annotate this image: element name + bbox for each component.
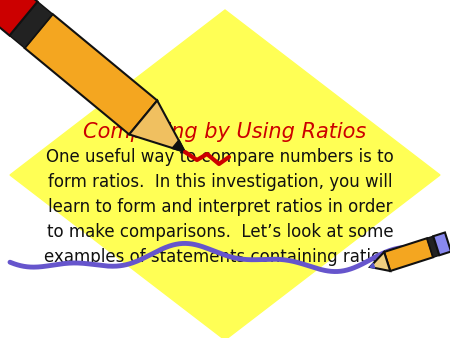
Text: Comparing by Using Ratios: Comparing by Using Ratios	[83, 122, 367, 142]
Polygon shape	[25, 14, 157, 135]
Polygon shape	[129, 100, 185, 152]
Polygon shape	[384, 238, 433, 271]
Polygon shape	[10, 10, 440, 338]
Polygon shape	[0, 0, 37, 35]
Polygon shape	[433, 233, 450, 255]
Polygon shape	[370, 252, 390, 271]
Polygon shape	[427, 236, 439, 257]
Polygon shape	[172, 140, 185, 152]
Text: One useful way to compare numbers is to
form ratios.  In this investigation, you: One useful way to compare numbers is to …	[45, 148, 396, 266]
Polygon shape	[370, 263, 375, 268]
Polygon shape	[9, 2, 53, 48]
